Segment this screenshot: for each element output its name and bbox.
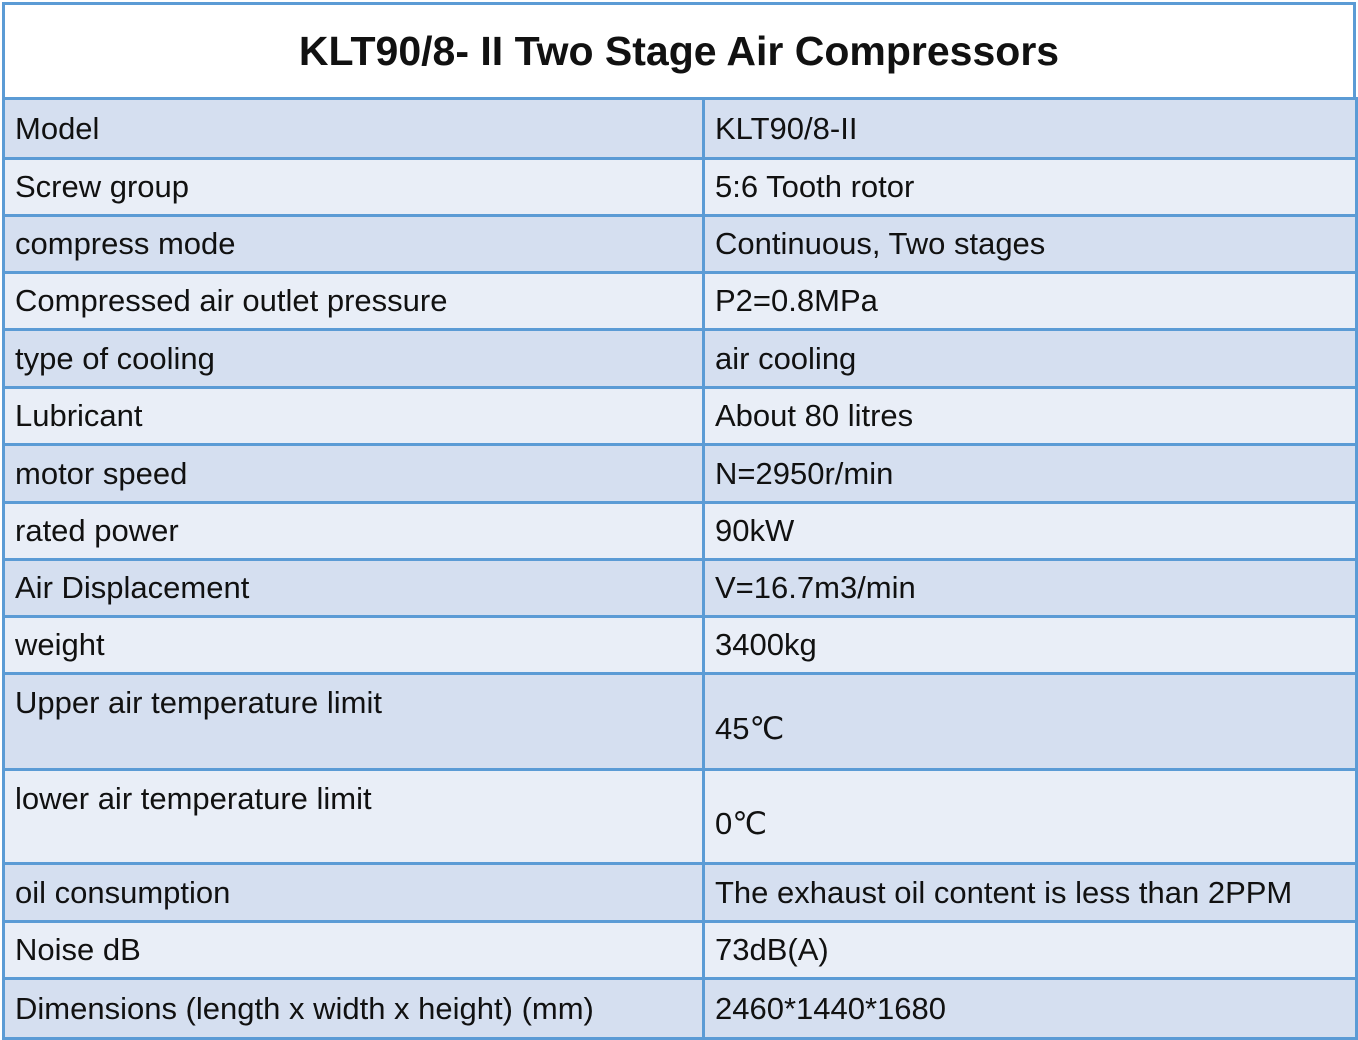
row-value: Continuous, Two stages bbox=[702, 214, 1358, 274]
row-label: compress mode bbox=[2, 214, 708, 274]
row-label: Compressed air outlet pressure bbox=[2, 271, 708, 331]
row-value: 5:6 Tooth rotor bbox=[702, 157, 1358, 217]
row-label: Screw group bbox=[2, 157, 708, 217]
row-value: KLT90/8-II bbox=[702, 97, 1358, 160]
row-label: rated power bbox=[2, 501, 708, 561]
row-value: 2460*1440*1680 bbox=[702, 977, 1358, 1040]
row-label: weight bbox=[2, 615, 708, 675]
row-value: air cooling bbox=[702, 328, 1358, 389]
row-label: type of cooling bbox=[2, 328, 708, 389]
row-label: Lubricant bbox=[2, 386, 708, 446]
row-value: 90kW bbox=[702, 501, 1358, 561]
row-value: 0℃ bbox=[702, 768, 1358, 865]
row-label: oil consumption bbox=[2, 862, 708, 923]
row-label: Noise dB bbox=[2, 920, 708, 980]
row-value: 73dB(A) bbox=[702, 920, 1358, 980]
row-value: V=16.7m3/min bbox=[702, 558, 1358, 618]
row-value: 3400kg bbox=[702, 615, 1358, 675]
row-label: Model bbox=[2, 97, 708, 160]
row-value: N=2950r/min bbox=[702, 443, 1358, 504]
row-label: Dimensions (length x width x height) (mm… bbox=[2, 977, 708, 1040]
row-value: 45℃ bbox=[702, 672, 1358, 771]
row-value: P2=0.8MPa bbox=[702, 271, 1358, 331]
row-label: lower air temperature limit bbox=[2, 768, 708, 865]
row-label: Air Displacement bbox=[2, 558, 708, 618]
table-title: KLT90/8- II Two Stage Air Compressors bbox=[2, 2, 1356, 100]
row-value: About 80 litres bbox=[702, 386, 1358, 446]
row-label: Upper air temperature limit bbox=[2, 672, 708, 771]
row-label: motor speed bbox=[2, 443, 708, 504]
row-value: The exhaust oil content is less than 2PP… bbox=[702, 862, 1358, 923]
